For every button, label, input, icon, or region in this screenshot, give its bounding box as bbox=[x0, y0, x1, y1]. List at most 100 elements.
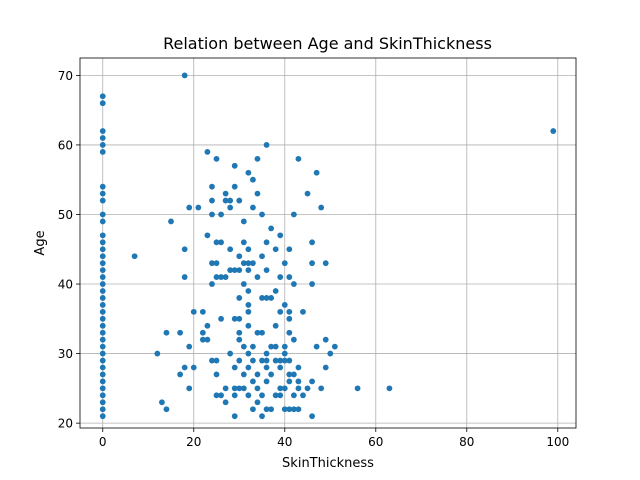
data-point bbox=[222, 274, 229, 280]
data-point bbox=[240, 239, 247, 246]
data-point bbox=[199, 308, 206, 315]
data-point bbox=[227, 246, 234, 253]
data-point bbox=[240, 371, 247, 378]
data-point bbox=[99, 399, 106, 406]
data-point bbox=[245, 301, 252, 308]
data-point bbox=[295, 364, 302, 371]
data-point bbox=[218, 315, 224, 322]
data-point bbox=[290, 371, 297, 378]
data-point bbox=[177, 329, 184, 336]
data-point bbox=[259, 295, 265, 301]
data-point bbox=[99, 357, 106, 364]
data-point bbox=[286, 308, 293, 315]
data-point bbox=[272, 357, 279, 364]
data-point bbox=[213, 274, 220, 280]
data-point bbox=[263, 406, 270, 413]
data-point bbox=[245, 246, 252, 253]
data-point bbox=[250, 378, 256, 385]
data-point bbox=[99, 322, 106, 329]
data-point bbox=[281, 260, 288, 267]
data-point bbox=[99, 378, 106, 385]
data-point bbox=[236, 385, 243, 392]
data-point bbox=[99, 413, 106, 420]
data-point bbox=[240, 343, 247, 350]
data-point bbox=[222, 385, 229, 392]
data-point bbox=[99, 218, 106, 225]
data-point bbox=[222, 197, 229, 204]
x-tick-label: 20 bbox=[186, 435, 201, 449]
data-point bbox=[209, 281, 215, 287]
data-point bbox=[99, 392, 106, 399]
data-point bbox=[322, 364, 329, 371]
data-point bbox=[254, 155, 261, 162]
data-point bbox=[290, 336, 297, 343]
data-point bbox=[227, 267, 234, 274]
data-point bbox=[245, 288, 252, 294]
data-point bbox=[218, 392, 224, 399]
data-point bbox=[259, 357, 265, 364]
y-tick-label: 30 bbox=[58, 347, 73, 361]
data-point bbox=[99, 260, 106, 267]
data-point bbox=[99, 281, 106, 287]
data-point bbox=[231, 183, 238, 190]
data-point bbox=[290, 406, 297, 413]
data-point bbox=[354, 385, 361, 392]
data-point bbox=[236, 315, 243, 322]
data-point bbox=[204, 232, 211, 239]
data-point bbox=[99, 364, 106, 371]
data-point bbox=[213, 155, 220, 162]
data-point bbox=[309, 260, 315, 267]
data-point bbox=[254, 274, 261, 280]
data-point bbox=[300, 308, 306, 315]
data-point bbox=[99, 350, 106, 357]
data-point bbox=[263, 364, 270, 371]
data-point bbox=[213, 371, 220, 378]
data-point bbox=[250, 204, 256, 211]
data-point bbox=[186, 343, 193, 350]
data-point bbox=[313, 169, 320, 176]
data-point bbox=[99, 211, 106, 218]
data-point bbox=[209, 183, 215, 190]
data-point bbox=[286, 357, 293, 364]
data-point bbox=[199, 329, 206, 336]
data-point bbox=[254, 399, 261, 406]
data-point bbox=[236, 357, 243, 364]
data-point bbox=[204, 322, 211, 329]
data-point bbox=[286, 406, 293, 413]
data-point bbox=[268, 406, 275, 413]
data-point bbox=[99, 239, 106, 246]
data-point bbox=[99, 274, 106, 280]
data-point bbox=[245, 308, 252, 315]
data-point bbox=[295, 155, 302, 162]
data-point bbox=[286, 329, 293, 336]
data-point bbox=[99, 267, 106, 274]
x-tick-label: 80 bbox=[459, 435, 474, 449]
data-point bbox=[213, 392, 220, 399]
data-point bbox=[286, 274, 293, 280]
data-point bbox=[322, 336, 329, 343]
data-point bbox=[250, 343, 256, 350]
data-point bbox=[309, 239, 315, 246]
data-point bbox=[304, 385, 311, 392]
data-point bbox=[204, 336, 211, 343]
data-point bbox=[263, 295, 270, 301]
data-point bbox=[209, 197, 215, 204]
data-points bbox=[99, 72, 557, 420]
data-point bbox=[236, 253, 243, 260]
y-tick-label: 70 bbox=[58, 69, 73, 83]
data-point bbox=[163, 329, 170, 336]
data-point bbox=[272, 392, 279, 399]
data-point bbox=[236, 267, 243, 274]
data-point bbox=[290, 281, 297, 287]
data-point bbox=[286, 315, 293, 322]
data-point bbox=[99, 371, 106, 378]
data-point bbox=[231, 162, 238, 169]
data-point bbox=[245, 364, 252, 371]
data-point bbox=[263, 350, 270, 357]
data-point bbox=[231, 267, 238, 274]
data-point bbox=[286, 371, 293, 378]
data-point bbox=[99, 336, 106, 343]
data-point bbox=[186, 204, 193, 211]
data-point bbox=[263, 239, 270, 246]
data-point bbox=[99, 135, 106, 141]
